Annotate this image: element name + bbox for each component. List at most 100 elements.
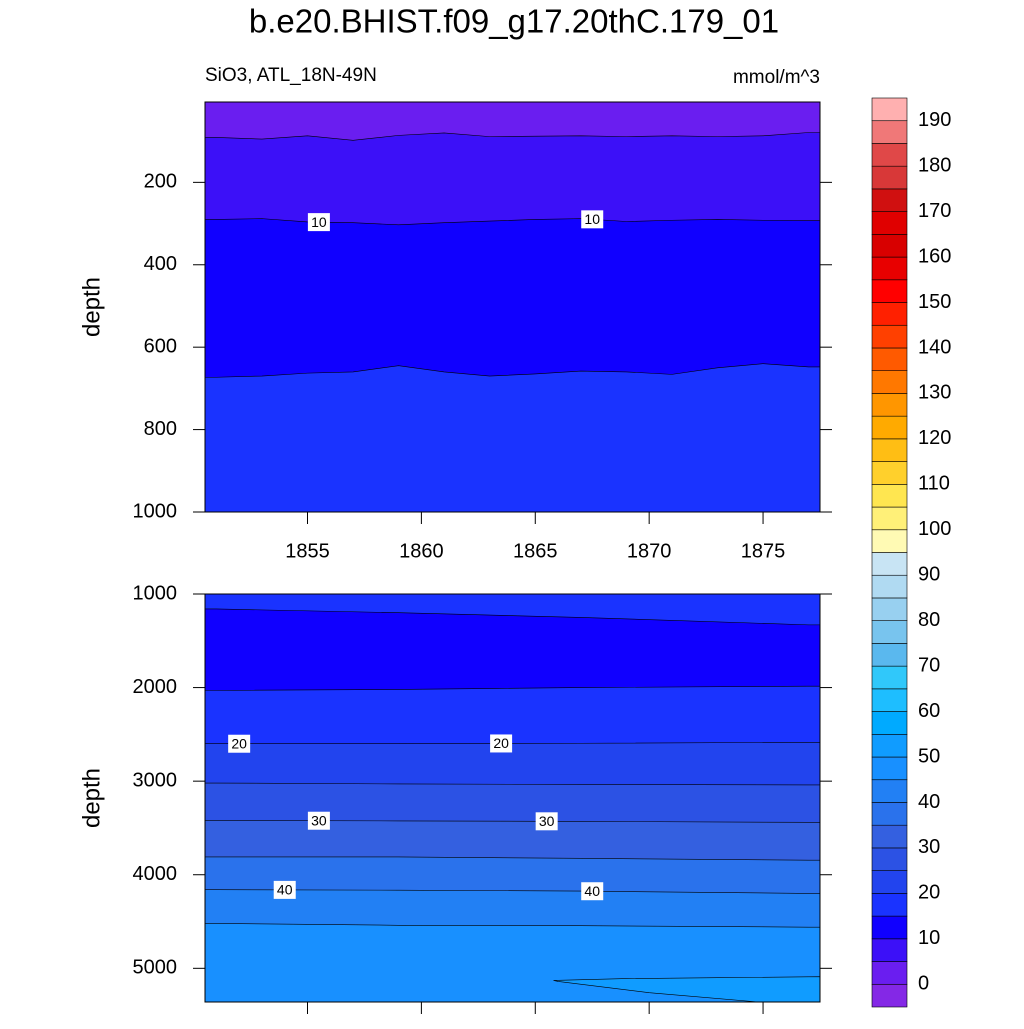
colorbar-box xyxy=(871,779,908,803)
colorbar-box xyxy=(871,143,908,167)
colorbar-label: 80 xyxy=(918,609,940,631)
colorbar-label: 130 xyxy=(918,382,951,404)
colorbar-box xyxy=(871,983,908,1008)
contour-label: 40 xyxy=(584,883,600,899)
colorbar-label: 20 xyxy=(918,882,940,904)
colorbar-label: 90 xyxy=(918,564,940,586)
contour-line xyxy=(205,218,820,226)
colorbar-box xyxy=(871,529,908,553)
colorbar-box xyxy=(871,733,908,758)
contour-label-box xyxy=(581,210,604,229)
colorbar-box xyxy=(871,324,908,349)
colorbar-label: 0 xyxy=(918,973,929,995)
colorbar-box xyxy=(871,279,908,303)
chart-title: b.e20.BHIST.f09_g17.20thC.179_01 xyxy=(249,3,779,40)
contour-line xyxy=(205,132,820,141)
colorbar-box xyxy=(871,847,908,871)
colorbar-box xyxy=(871,643,908,667)
units: mmol/m^3 xyxy=(733,67,820,88)
colorbar-box xyxy=(871,620,908,644)
colorbar-box xyxy=(871,802,908,826)
y-tick-label: 800 xyxy=(144,418,177,440)
colorbar-label: 60 xyxy=(918,700,940,722)
contour-line xyxy=(205,742,820,745)
y-tick-label: 5000 xyxy=(133,957,178,979)
colorbar-box xyxy=(871,756,908,781)
y-tick-label: 600 xyxy=(144,335,177,357)
contour-label: 30 xyxy=(311,812,327,828)
colorbar-label: 150 xyxy=(918,291,951,313)
contour-fill xyxy=(205,363,820,512)
colorbar-box xyxy=(871,256,908,281)
contour-line xyxy=(205,923,820,928)
colorbar-label: 70 xyxy=(918,654,940,676)
colorbar-label: 120 xyxy=(918,427,951,449)
colorbar-box xyxy=(871,597,908,621)
contour-label: 10 xyxy=(311,214,327,230)
x-tick-label: 1855 xyxy=(285,540,330,562)
contour-fill xyxy=(553,976,820,1002)
y-axis-label: depth xyxy=(78,768,105,828)
colorbar-label: 40 xyxy=(918,791,940,813)
plot-frame xyxy=(204,593,821,1003)
colorbar-label: 190 xyxy=(918,109,951,131)
contour-line xyxy=(205,856,820,861)
colorbar-box xyxy=(871,574,908,599)
colorbar-label: 10 xyxy=(918,927,940,949)
contour-label: 10 xyxy=(584,211,600,227)
subtitle: SiO3, ATL_18N-49N xyxy=(205,65,377,86)
colorbar-label: 140 xyxy=(918,336,951,358)
contour-label-box xyxy=(490,734,513,753)
contour-line xyxy=(205,782,820,786)
contour-line xyxy=(205,820,820,823)
colorbar-box xyxy=(871,461,908,485)
contour-label-box xyxy=(307,811,330,830)
y-tick-label: 4000 xyxy=(133,863,178,885)
colorbar-box xyxy=(871,188,908,212)
colorbar-box xyxy=(871,824,908,849)
contour-label: 30 xyxy=(539,813,555,829)
contour-label-box xyxy=(535,812,558,831)
plot-area xyxy=(205,594,820,1002)
contour-label-box xyxy=(228,734,251,753)
contour-label-box xyxy=(581,882,604,901)
colorbar-label: 160 xyxy=(918,245,951,267)
colorbar-box xyxy=(871,711,908,735)
colorbar-label: 100 xyxy=(918,518,951,540)
colorbar-box xyxy=(871,915,908,940)
y-tick-label: 1000 xyxy=(133,500,178,522)
y-tick-label: 3000 xyxy=(133,769,178,791)
contour-line xyxy=(205,685,820,691)
colorbar-box xyxy=(871,120,908,144)
contour-label-box xyxy=(307,213,330,232)
colorbar-label: 180 xyxy=(918,154,951,176)
contour-label: 40 xyxy=(277,882,293,898)
colorbar-box xyxy=(871,938,908,962)
contour-line xyxy=(553,976,820,1002)
y-axis-label: depth xyxy=(78,277,105,337)
colorbar-label: 170 xyxy=(918,200,951,222)
colorbar-box xyxy=(871,961,908,985)
colorbar-label: 50 xyxy=(918,745,940,767)
colorbar-box xyxy=(871,97,908,122)
plot-frame xyxy=(204,101,821,513)
colorbar-box xyxy=(871,302,908,326)
colorbar-label: 30 xyxy=(918,836,940,858)
colorbar-box xyxy=(871,438,908,462)
colorbar-box xyxy=(871,688,908,712)
colorbar-box xyxy=(871,870,908,894)
x-tick-label: 1875 xyxy=(741,540,786,562)
contour-label-box xyxy=(273,880,296,899)
colorbar-label: 110 xyxy=(918,473,950,495)
colorbar-box xyxy=(871,484,908,508)
colorbar-box xyxy=(871,506,908,531)
colorbar-box xyxy=(871,347,908,372)
x-tick-label: 1865 xyxy=(513,540,558,562)
y-tick-label: 1000 xyxy=(133,582,178,604)
colorbar-box xyxy=(871,234,908,258)
colorbar-box xyxy=(871,370,908,394)
contour-line xyxy=(205,889,820,894)
x-tick-label: 1870 xyxy=(627,540,672,562)
colorbar-box xyxy=(871,393,908,417)
